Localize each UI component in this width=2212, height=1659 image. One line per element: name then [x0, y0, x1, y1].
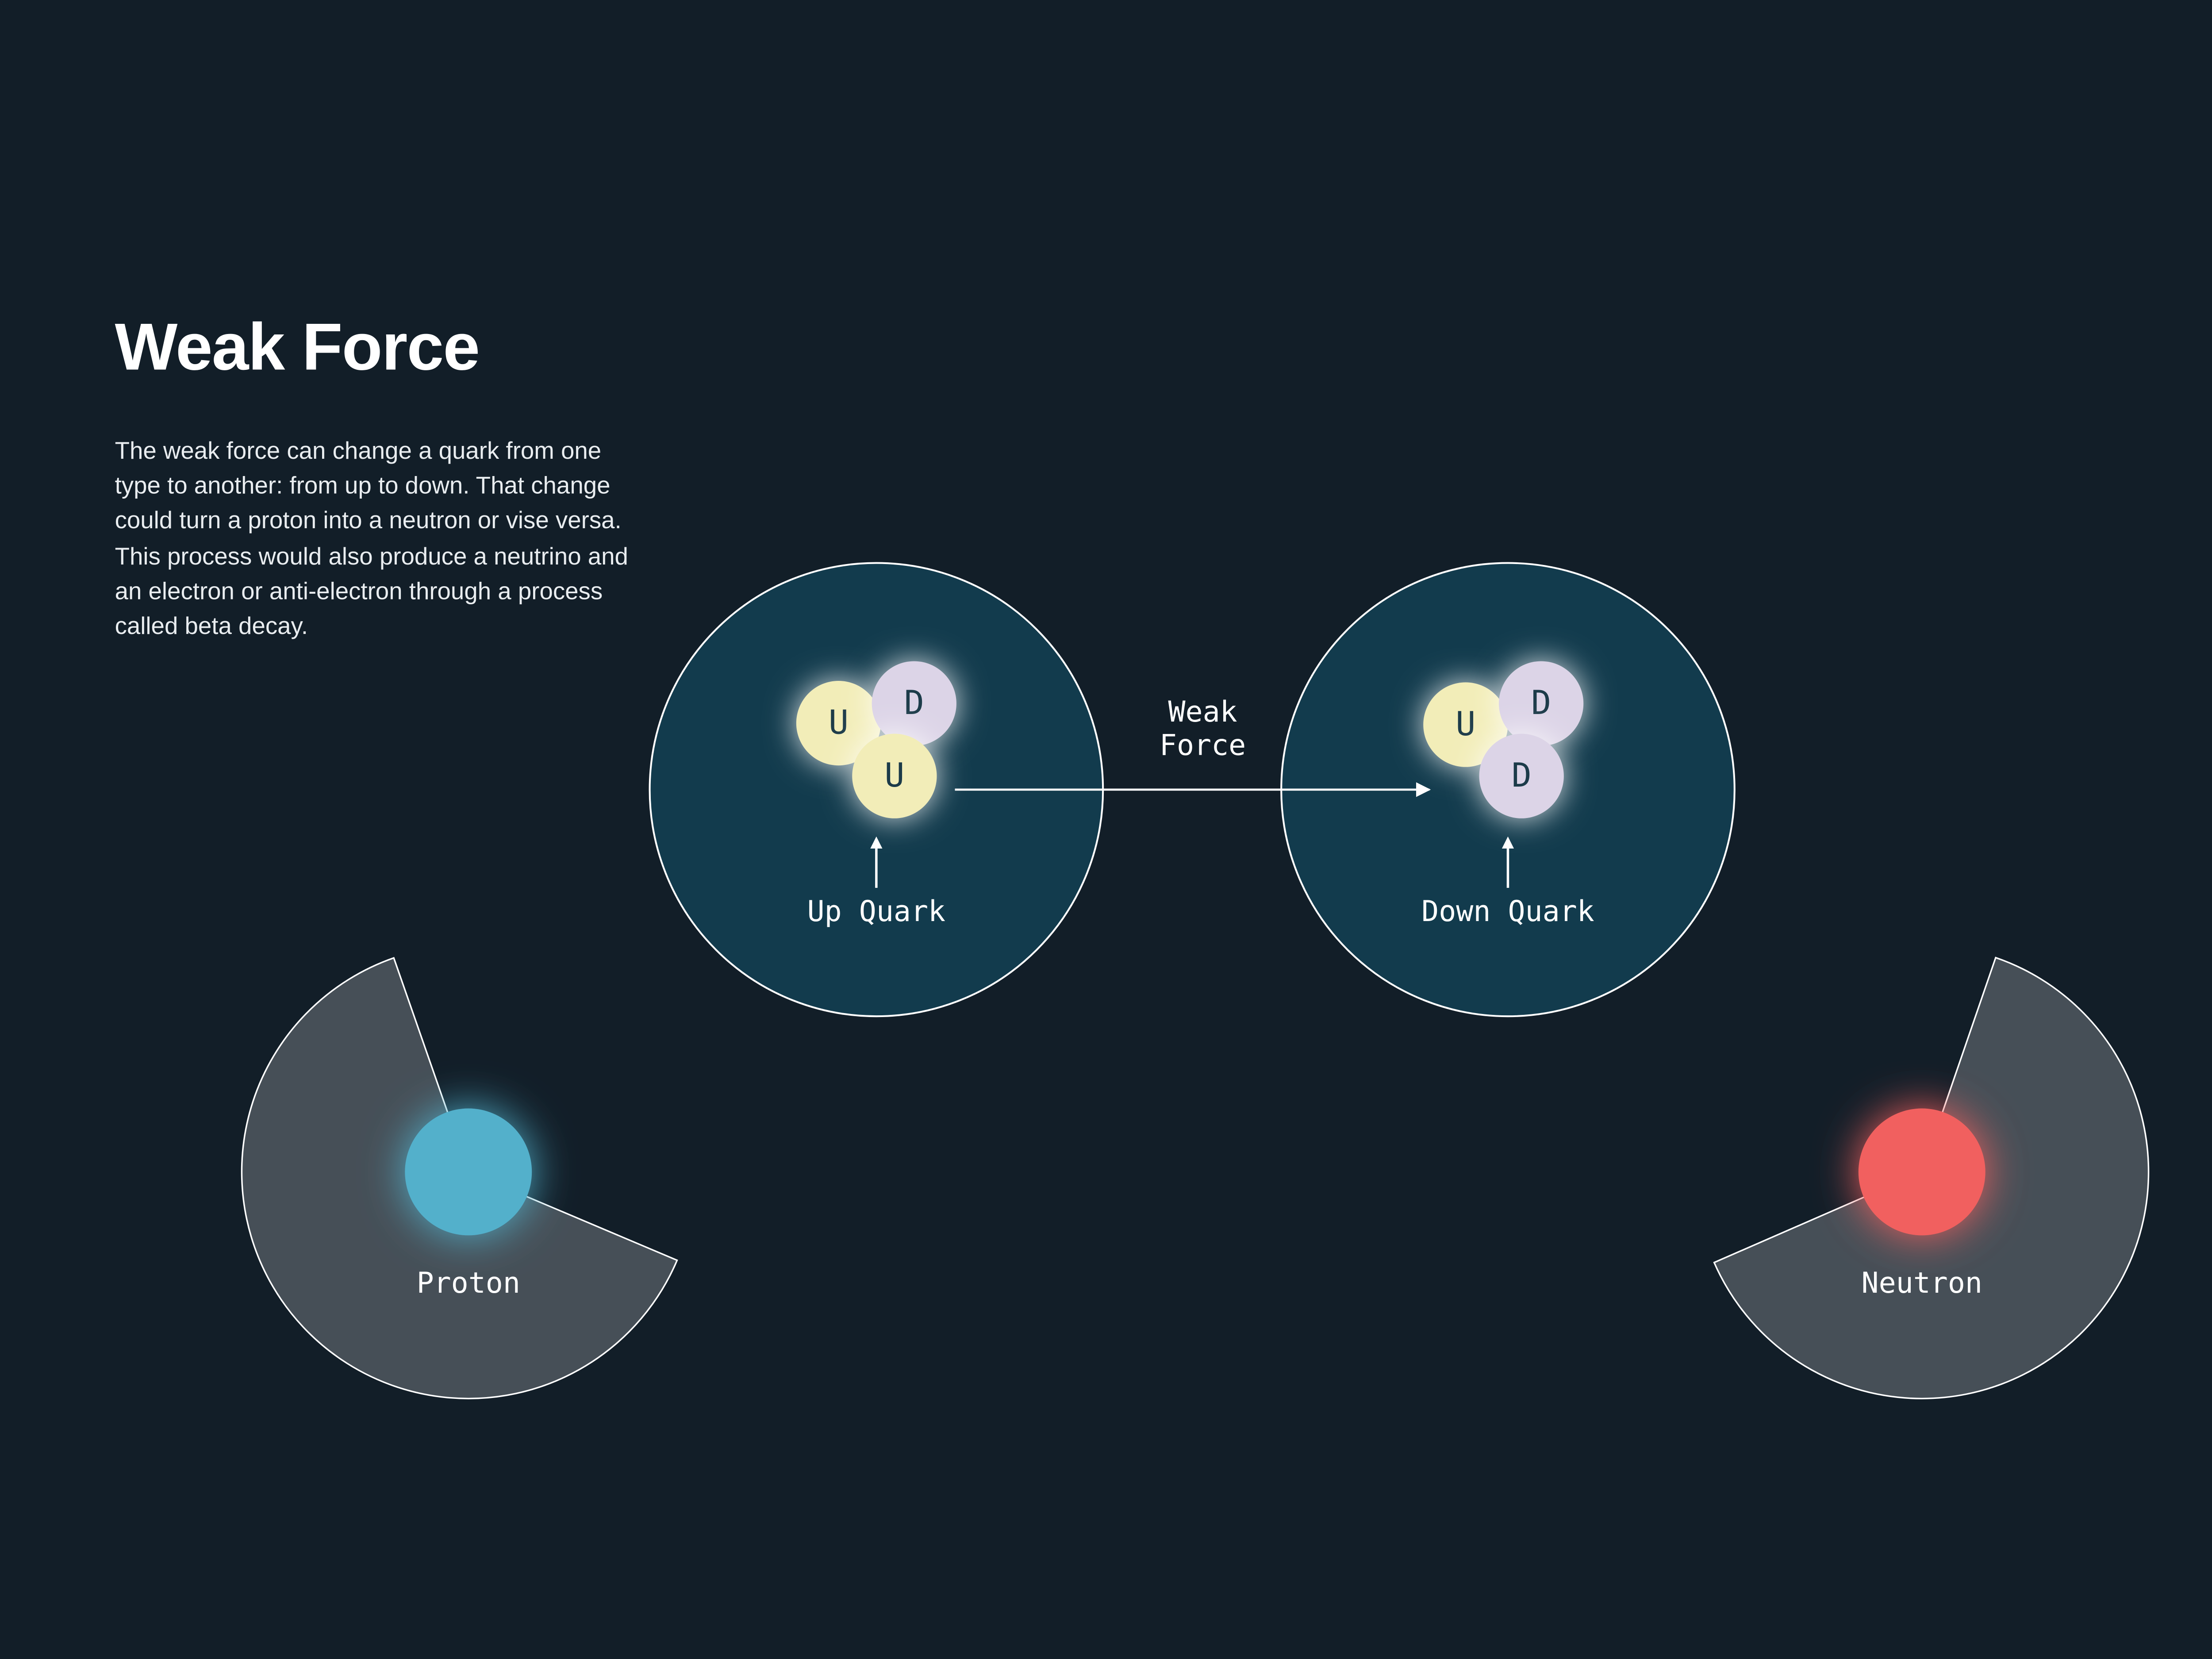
left-quark-d-1: D [872, 661, 956, 745]
quark-letter: D [1531, 683, 1551, 722]
right-quark-d-2: D [1479, 733, 1564, 818]
weak-force-label-1: Weak [1168, 695, 1237, 729]
weak-force-label-2: Force [1160, 729, 1246, 762]
quark-letter: U [1455, 704, 1475, 743]
weak-force-diagram: UDUUp QuarkUDDDown QuarkWeakForceProtonN… [0, 208, 2212, 1452]
proton-label: Proton [417, 1267, 520, 1300]
left-quark-u-2: U [852, 733, 937, 818]
quark-letter: D [1512, 756, 1532, 795]
quark-letter: U [829, 703, 849, 741]
right-quark-d-1: D [1499, 661, 1583, 745]
left-quark-label: Up Quark [807, 895, 945, 928]
quark-letter: U [884, 756, 904, 795]
quark-letter: D [904, 683, 924, 722]
neutron-label: Neutron [1862, 1267, 1982, 1300]
neutron [1859, 1108, 1985, 1235]
proton [405, 1108, 532, 1235]
right-quark-label: Down Quark [1421, 895, 1594, 928]
